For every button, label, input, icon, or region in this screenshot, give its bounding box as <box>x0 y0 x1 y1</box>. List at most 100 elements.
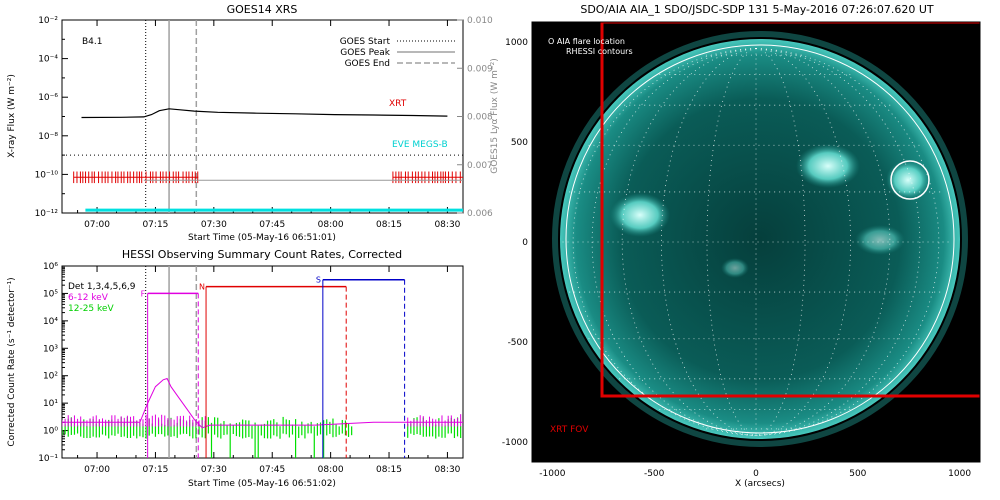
hessi-x-tick-label: 08:15 <box>376 465 402 475</box>
aia-x-tick-label: -1000 <box>539 469 565 479</box>
goes-frame <box>61 19 464 214</box>
hessi-flag-F: F <box>141 289 146 298</box>
hessi-y-tick-label: 10⁵ <box>43 289 58 299</box>
goes-x-tick-label: 07:45 <box>259 220 285 230</box>
legend-goes-start: GOES Start <box>340 37 391 47</box>
aia-y-tick-label: 500 <box>511 138 528 148</box>
goes-rhessi-ticks <box>73 171 463 184</box>
hessi-6-12kev-line <box>62 377 463 429</box>
aia-y-tick-label: 0 <box>522 238 528 248</box>
goes-y-tick-label: 10⁻⁸ <box>38 132 58 142</box>
hessi-title: HESSI Observing Summary Count Rates, Cor… <box>122 248 402 261</box>
goes-ylabel: X-ray Flux (W m⁻²) <box>7 74 17 158</box>
hessi-x-tick-label: 07:30 <box>201 465 227 475</box>
goes-x-tick-label: 08:30 <box>434 220 460 230</box>
grid-longitude <box>591 48 757 436</box>
aia-x-tick-label: 0 <box>753 469 759 479</box>
goes-title: GOES14 XRS <box>227 3 298 16</box>
hessi-x-tick-label: 08:30 <box>434 465 460 475</box>
goes-time-markers <box>145 20 198 213</box>
active-region-west-center <box>855 225 905 255</box>
aia-x-tick-label: 1000 <box>948 469 971 479</box>
hessi-states <box>147 278 406 458</box>
goes-xrt-line <box>81 108 448 119</box>
goes-xrt-label: XRT <box>389 99 407 109</box>
hessi-y-tick-label: 10¹ <box>43 399 58 409</box>
active-region-center <box>796 144 860 188</box>
hessi-y-tick-label: 10⁻¹ <box>38 454 58 464</box>
aia-x-tick-label: -500 <box>644 469 665 479</box>
goes-ylabel-right: GOES15 Lyα Flux (W m⁻²) <box>490 58 500 174</box>
legend-hessi-detectors: Det 1,3,4,5,6,9 <box>68 282 136 292</box>
hessi-y-tick-label: 10⁰ <box>43 427 58 437</box>
goes-class-label: B4.1 <box>82 37 103 47</box>
goes-legend: GOES Start GOES Peak GOES End <box>340 37 455 69</box>
hessi-noise-band <box>62 414 462 458</box>
hessi-xlabel: Start Time (05-May-16 06:51:02) <box>188 479 336 489</box>
goes-y-tick-label: 10⁻⁶ <box>38 93 58 103</box>
hessi-x-tick-label: 07:00 <box>84 465 110 475</box>
hessi-y-axis: 10⁶ 10⁵ 10⁴ 10³ 10² 10¹ 10⁰ 10⁻¹ <box>38 262 68 464</box>
hessi-y-tick-label: 10³ <box>43 344 58 354</box>
active-region-east <box>610 193 670 237</box>
hessi-flag-N: N <box>199 283 205 292</box>
legend-hessi-high: 12-25 keV <box>68 304 114 314</box>
aia-y-tick-label: 1000 <box>505 38 528 48</box>
goes-x-tick-label: 08:00 <box>318 220 344 230</box>
legend-hessi-low: 6-12 keV <box>68 293 109 303</box>
goes-y2-tick-label: 0.010 <box>467 16 493 26</box>
hessi-y-tick-label: 10⁴ <box>43 317 58 327</box>
goes-y2-tick-label: 0.008 <box>467 113 493 123</box>
aia-y-tick-label: -500 <box>508 338 529 348</box>
aia-y-axis: 1000 500 0 -500 -1000 <box>502 38 538 448</box>
goes-y-tick-label: 10⁻⁴ <box>38 55 58 65</box>
aia-x-tick-label: 500 <box>849 469 866 479</box>
aia-title: SDO/AIA AIA_1 SDO/JSDC-SDP 131 5-May-201… <box>580 3 934 16</box>
hessi-flags: F N S <box>141 276 321 299</box>
grid-longitude <box>755 48 806 436</box>
grid-longitude <box>706 48 757 436</box>
hessi-x-tick-label: 07:15 <box>142 465 168 475</box>
hessi-x-axis: 07:00 07:15 07:30 07:45 08:00 08:15 08:30 <box>77 266 461 475</box>
goes-y2-tick-label: 0.006 <box>467 209 493 219</box>
hessi-flag-S: S <box>316 276 321 285</box>
goes-panel: GOES14 XRS 10⁻² 10⁻⁴ 10⁻⁶ 10⁻⁸ 10⁻¹⁰ 10⁻¹² 0.… <box>7 3 500 243</box>
xrt-fov-box <box>600 22 980 398</box>
goes-y-tick-label: 10⁻¹² <box>35 209 59 219</box>
goes-x-tick-label: 07:00 <box>84 220 110 230</box>
heliographic-grid <box>562 48 950 436</box>
hessi-panel: HESSI Observing Summary Count Rates, Cor… <box>7 248 464 489</box>
xrt-fov-label: XRT FOV <box>550 425 589 435</box>
legend-goes-peak: GOES Peak <box>340 48 390 58</box>
goes-y-tick-label: 10⁻² <box>38 16 58 26</box>
aia-y-tick-label: -1000 <box>502 438 528 448</box>
aia-xlabel: X (arcsecs) <box>735 479 785 489</box>
active-region-south <box>721 258 749 278</box>
goes-y2-tick-label: 0.009 <box>467 64 493 74</box>
goes-y-tick-label: 10⁻¹⁰ <box>35 170 59 180</box>
hessi-y-tick-label: 10² <box>43 372 58 382</box>
hessi-ylabel: Corrected Count Rate (s⁻¹ detector⁻¹) <box>7 277 17 446</box>
hessi-x-tick-label: 07:45 <box>259 465 285 475</box>
goes-x-tick-label: 07:15 <box>142 220 168 230</box>
sun-corona <box>552 31 968 447</box>
hessi-frame <box>61 265 464 459</box>
grid-longitude <box>755 48 921 436</box>
legend-goes-end: GOES End <box>345 59 390 69</box>
goes-eve-label: EVE MEGS-B <box>392 140 448 150</box>
goes-y-axis: 10⁻² 10⁻⁴ 10⁻⁶ 10⁻⁸ 10⁻¹⁰ 10⁻¹² <box>35 16 68 219</box>
goes-x-tick-label: 08:15 <box>376 220 402 230</box>
sun-disk <box>560 39 960 439</box>
hessi-y-tick-label: 10⁶ <box>43 262 58 272</box>
goes-y2-tick-label: 0.007 <box>467 161 493 171</box>
goes-x-tick-label: 07:30 <box>201 220 227 230</box>
aia-panel: SDO/AIA AIA_1 SDO/JSDC-SDP 131 5-May-201… <box>502 3 981 489</box>
active-region-flare <box>886 160 930 200</box>
aia-x-axis: -1000 -500 0 500 1000 <box>539 456 971 479</box>
aia-legend-rhessi: RHESSI contours <box>566 47 633 56</box>
goes-xlabel: Start Time (05-May-16 06:51:01) <box>188 233 336 243</box>
flare-location-circle <box>890 160 930 200</box>
hessi-x-tick-label: 08:00 <box>318 465 344 475</box>
goes-y2-axis: 0.010 0.009 0.008 0.007 0.006 <box>457 16 493 219</box>
